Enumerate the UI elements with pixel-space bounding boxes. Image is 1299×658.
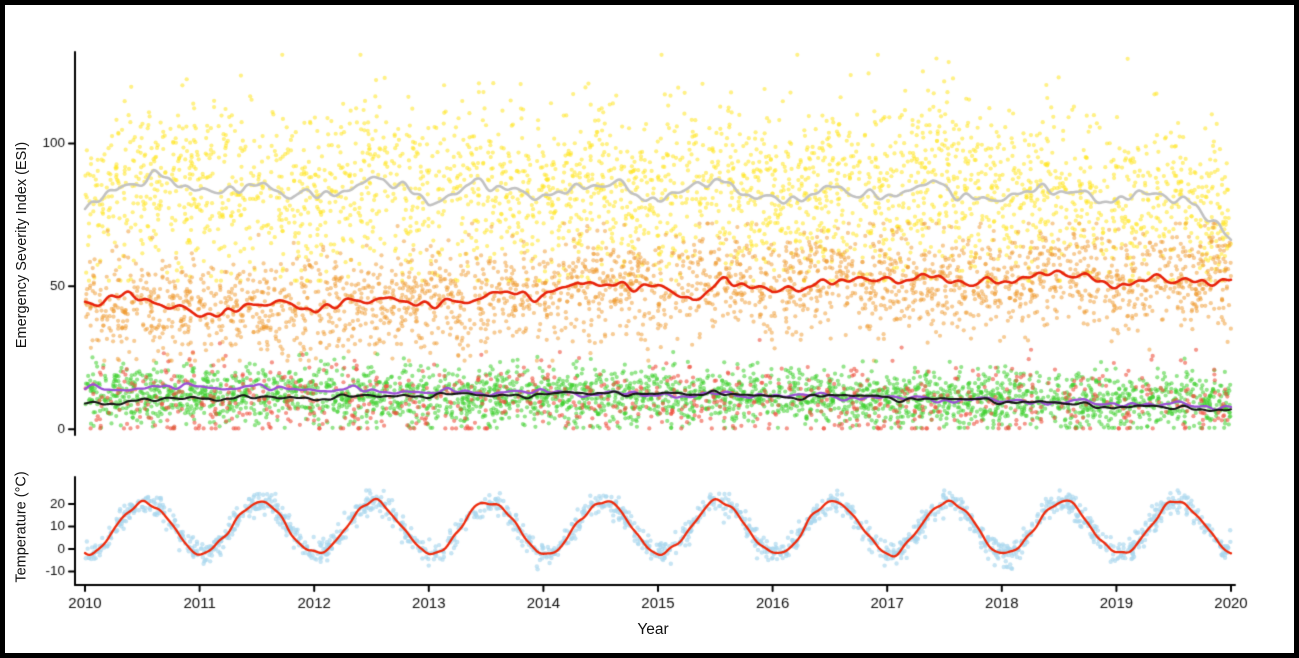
esi-temperature-chart-canvas <box>5 5 1294 653</box>
temperature-y-axis-label: Temperature (°C) <box>7 468 37 586</box>
year-x-axis-label-text: Year <box>637 621 669 638</box>
temperature-y-axis-label-text: Temperature (°C) <box>14 471 31 583</box>
esi-y-axis-label-text: Emergency Severity Index (ESI) <box>14 141 30 349</box>
esi-y-axis-label: Emergency Severity Index (ESI) <box>7 53 37 437</box>
year-x-axis-label: Year <box>75 621 1231 639</box>
